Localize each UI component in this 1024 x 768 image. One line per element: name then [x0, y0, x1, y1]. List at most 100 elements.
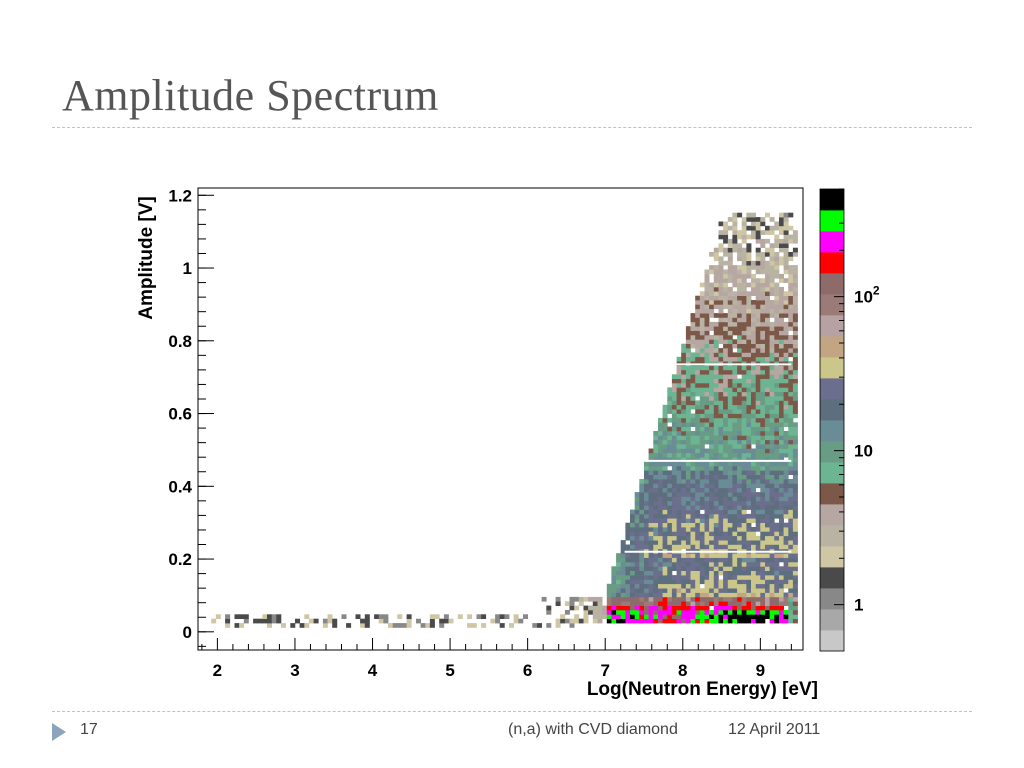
- colorbar-segment: [820, 252, 844, 274]
- heatmap-cell: [713, 601, 719, 606]
- heatmap-cell: [681, 378, 687, 384]
- heatmap-cell: [727, 286, 733, 292]
- heatmap-cell: [760, 413, 766, 419]
- heatmap-cell: [732, 566, 738, 571]
- heatmap-cell: [732, 492, 738, 497]
- heatmap-cell: [732, 540, 738, 545]
- heatmap-cell: [648, 505, 654, 510]
- heatmap-cell: [741, 295, 747, 301]
- heatmap-cell: [709, 588, 715, 593]
- heatmap-cell: [779, 610, 784, 615]
- heatmap-cell: [788, 282, 794, 288]
- heatmap-cell: [713, 513, 719, 519]
- heatmap-cell: [718, 352, 724, 358]
- heatmap-cell: [620, 588, 626, 593]
- heatmap-cell: [792, 566, 798, 571]
- heatmap-cell: [765, 479, 770, 484]
- heatmap-cell: [685, 492, 691, 497]
- heatmap-cell: [625, 522, 631, 528]
- heatmap-cell: [662, 417, 668, 423]
- heatmap-cell: [737, 317, 743, 323]
- heatmap-cell: [769, 439, 775, 445]
- heatmap-cell: [746, 217, 752, 222]
- heatmap-cell: [690, 400, 696, 406]
- heatmap-cell: [788, 335, 794, 340]
- heatmap-cell: [211, 618, 217, 624]
- heatmap-cell: [765, 378, 770, 384]
- heatmap-cell: [769, 400, 775, 406]
- heatmap-cell: [760, 614, 766, 619]
- heatmap-cell: [695, 326, 701, 331]
- heatmap-cell: [765, 396, 770, 401]
- heatmap-cell: [713, 483, 719, 489]
- heatmap-cell: [681, 540, 687, 545]
- heatmap-cell: [737, 308, 743, 314]
- heatmap-cell: [751, 588, 756, 593]
- heatmap-cell: [709, 452, 715, 458]
- heatmap-cell: [779, 522, 784, 528]
- heatmap-cell: [783, 339, 789, 344]
- heatmap-cell: [667, 496, 673, 502]
- heatmap-cell: [355, 614, 361, 619]
- heatmap-cell: [741, 610, 747, 615]
- heatmap-cell: [690, 596, 696, 602]
- heatmap-cell: [718, 553, 724, 558]
- heatmap-cell: [662, 535, 668, 541]
- heatmap-cell: [685, 413, 691, 419]
- heatmap-cell: [755, 265, 761, 270]
- heatmap-cell: [769, 343, 775, 349]
- heatmap-cell: [788, 583, 794, 589]
- heatmap-cell: [741, 352, 747, 358]
- heatmap-cell: [699, 457, 705, 462]
- heatmap-cell: [732, 531, 738, 537]
- heatmap-cell: [779, 492, 784, 497]
- heatmap-cell: [658, 470, 663, 475]
- heatmap-cell: [751, 474, 756, 480]
- heatmap-cell: [760, 221, 766, 227]
- heatmap-cell: [732, 387, 738, 393]
- heatmap-cell: [727, 544, 733, 550]
- heatmap-cell: [606, 596, 612, 602]
- heatmap-cell: [695, 369, 701, 375]
- heatmap-cell: [727, 295, 733, 301]
- heatmap-cell: [653, 570, 659, 576]
- heatmap-cell: [685, 605, 691, 611]
- heatmap-cell: [723, 356, 729, 362]
- heatmap-cell: [765, 409, 770, 414]
- heatmap-cell: [718, 234, 724, 240]
- heatmap-cell: [792, 273, 798, 279]
- heatmap-cell: [746, 465, 752, 471]
- heatmap-cell: [760, 282, 766, 288]
- heatmap-cell: [332, 618, 338, 624]
- heatmap-cell: [765, 540, 770, 545]
- heatmap-cell: [620, 610, 626, 615]
- heatmap-cell: [723, 474, 729, 480]
- heatmap-cell: [788, 396, 794, 401]
- heatmap-cell: [685, 431, 691, 436]
- heatmap-cell: [779, 413, 784, 419]
- heatmap-cell: [671, 378, 677, 384]
- heatmap-cell: [760, 457, 766, 462]
- heatmap-cell: [695, 317, 701, 323]
- heatmap-cell: [713, 557, 719, 563]
- heatmap-cell: [737, 505, 743, 510]
- heatmap-cell: [769, 618, 775, 624]
- heatmap-cell: [662, 562, 668, 567]
- heatmap-cell: [718, 583, 724, 589]
- heatmap-cell: [792, 404, 798, 410]
- heatmap-cell: [783, 396, 789, 401]
- heatmap-cell: [769, 457, 775, 462]
- heatmap-cell: [755, 282, 761, 288]
- heatmap-cell: [704, 282, 710, 288]
- heatmap-cell: [746, 588, 752, 593]
- heatmap-cell: [625, 605, 631, 611]
- y-tick-label: 0.6: [168, 405, 192, 424]
- heatmap-cell: [779, 461, 784, 467]
- heatmap-cell: [658, 431, 663, 436]
- heatmap-cell: [755, 566, 761, 571]
- heatmap-cell: [690, 575, 696, 580]
- heatmap-cell: [723, 295, 729, 301]
- heatmap-cell: [746, 566, 752, 571]
- heatmap-cell: [634, 592, 640, 598]
- heatmap-cell: [741, 435, 747, 441]
